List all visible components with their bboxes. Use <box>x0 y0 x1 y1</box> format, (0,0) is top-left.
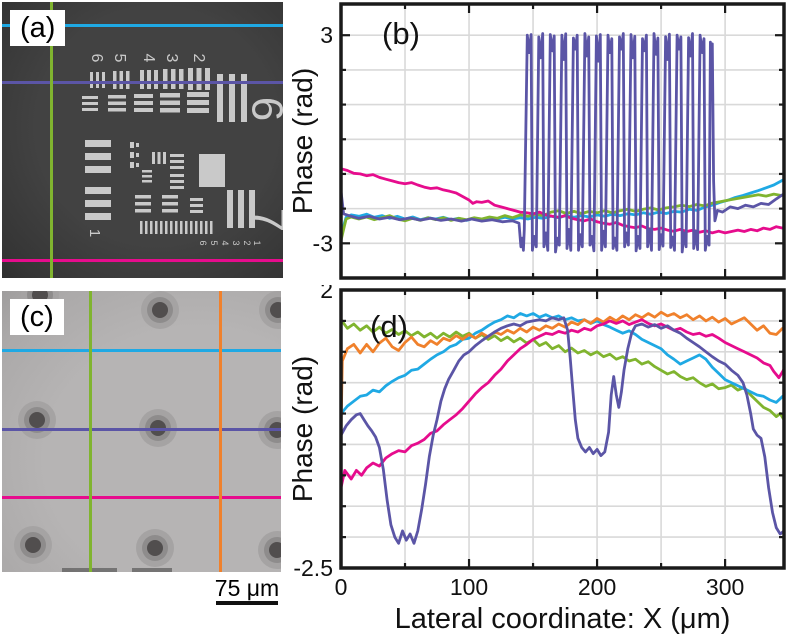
panel-a-green-scanline <box>50 2 54 278</box>
usaf-digit: 2 <box>242 240 252 245</box>
y-axis-label: Phase (rad) <box>290 68 318 214</box>
x-tick-label: 300 <box>706 574 744 600</box>
usaf-digit: 4 <box>220 240 230 245</box>
usaf-digit: 1 <box>86 229 103 237</box>
x-tick-label: 200 <box>578 574 616 600</box>
panel-letter: (b) <box>382 16 420 51</box>
panel-a-purple-scanline <box>2 81 283 85</box>
x-tick-label: 0 <box>335 574 348 600</box>
panel-c-label-text: (c) <box>20 301 54 333</box>
usaf-digit: 4 <box>140 54 157 63</box>
image-edge-artifact <box>132 568 172 572</box>
panel-c-label: (c) <box>10 299 64 335</box>
y-axis-label: Phase (rad) <box>290 356 318 502</box>
microlens-core <box>25 537 41 553</box>
y-tick-label: -3 <box>313 230 333 256</box>
panel-a-usaf-image: 6 5 4 3 2 6 5 4 3 2 1 1 6 7 (a) <box>2 2 283 278</box>
usaf-digit: 2 <box>190 54 207 63</box>
magenta-profile <box>341 167 784 235</box>
usaf-target-graphic: 6 5 4 3 2 6 5 4 3 2 1 1 6 7 <box>82 54 283 246</box>
x-tick-label: 100 <box>450 574 488 600</box>
scale-bar-line <box>216 601 278 605</box>
x-axis-label: Lateral coordinate: X (μm) <box>395 603 731 635</box>
microlens-core <box>29 412 45 428</box>
usaf-digit: 5 <box>209 240 219 245</box>
panel-a-label: (a) <box>10 10 66 46</box>
purple-profile <box>341 32 784 254</box>
panel-c-orange-scanline <box>219 291 223 572</box>
microlens-core <box>147 540 163 556</box>
microlens-core <box>270 302 281 318</box>
scale-bar-label: 75 μm <box>214 575 280 601</box>
y-tick-label: 3 <box>320 22 333 48</box>
panel-c-purple-scanline <box>2 427 281 431</box>
axes-box <box>339 2 786 280</box>
panel-c-cyan-scanline <box>2 349 281 353</box>
panel-a-cyan-scanline <box>2 24 283 28</box>
usaf-big-digit-6: 6 <box>242 97 283 121</box>
panel-c-green-scanline <box>89 291 93 572</box>
panel-a-magenta-scanline <box>2 258 283 262</box>
scale-bar: 75 μm <box>210 576 284 608</box>
usaf-big-digit-7: 7 <box>244 208 283 232</box>
microlens-core <box>269 542 281 558</box>
usaf-digit: 6 <box>198 240 208 245</box>
usaf-digit: 3 <box>163 54 180 63</box>
panel-c-microlens-image: (c) <box>2 291 281 572</box>
y-tick-label: -2.5 <box>293 555 333 581</box>
orange-profile <box>341 310 784 432</box>
chart-panel-b: 3 -3 Phase (rad) (b) <box>290 2 786 280</box>
axes-box <box>339 288 786 570</box>
panel-a-label-text: (a) <box>20 12 56 44</box>
usaf-digit: 3 <box>231 240 241 245</box>
usaf-digit: 5 <box>111 54 128 63</box>
chart-panel-d: 2 -2.50 100 200 300 Phase (rad) Lateral coordi… <box>290 285 786 635</box>
purple-profile <box>341 316 784 545</box>
microlens-core <box>152 302 168 318</box>
usaf-digit: 6 <box>88 54 105 63</box>
y-tick-label: 2 <box>320 285 333 303</box>
usaf-digit: 1 <box>252 240 262 245</box>
panel-c-magenta-scanline <box>2 495 281 499</box>
panel-letter: (d) <box>370 309 408 344</box>
